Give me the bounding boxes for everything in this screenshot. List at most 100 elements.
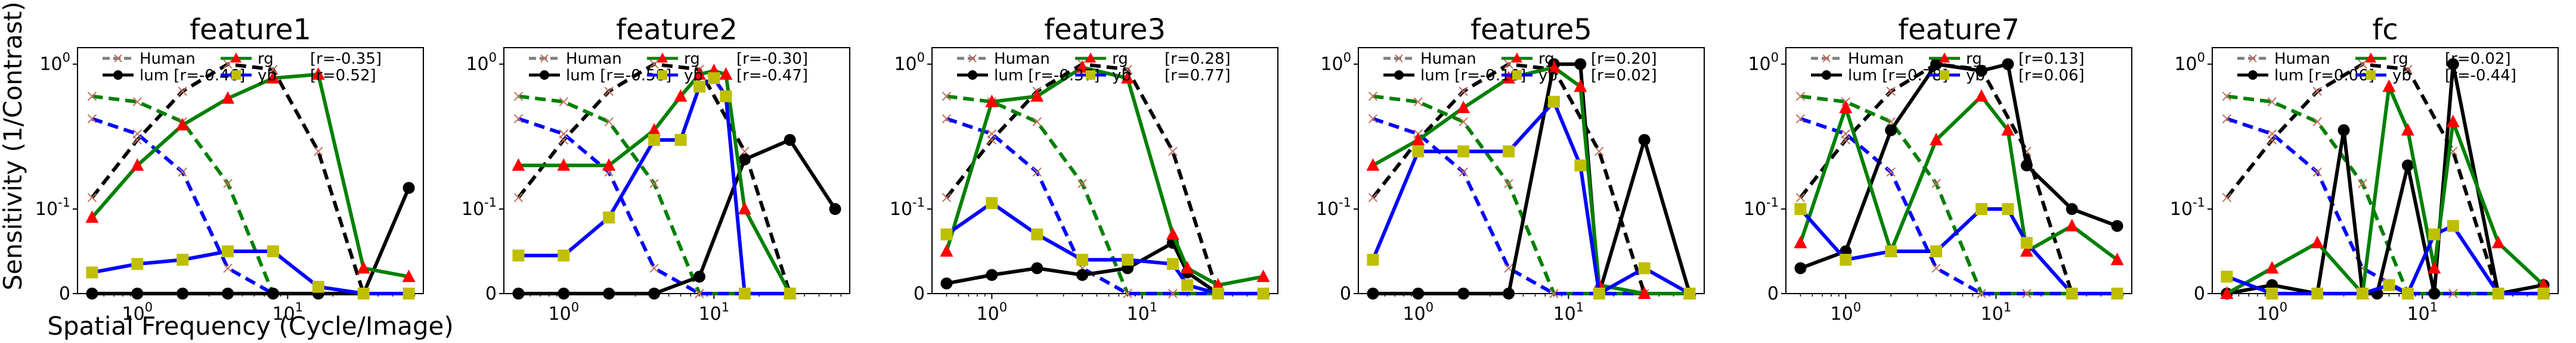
legend-label: Human (994, 50, 1050, 68)
human-x-marker (268, 64, 278, 74)
legend-marker (1086, 70, 1095, 80)
rg-point (131, 158, 144, 171)
human-x-marker (1504, 179, 1513, 188)
legend-human: Human (529, 50, 622, 68)
legend-label: Human (2274, 50, 2330, 68)
marker-stroke (132, 129, 143, 139)
lum-line (1373, 62, 1692, 295)
yb-point (1683, 288, 1696, 300)
yb-point (603, 211, 615, 224)
chart-title: feature7 (1898, 13, 2020, 46)
marker-stroke (1168, 289, 1178, 298)
rg-point (674, 89, 688, 102)
human-x-marker (1549, 289, 1559, 298)
marker-stroke (1459, 167, 1468, 177)
legend-rg: rg (1929, 50, 1982, 68)
lum-point (2401, 159, 2414, 172)
marker-stroke (2222, 114, 2232, 124)
legend-human: Human (1811, 50, 1904, 68)
chart-title: feature2 (616, 13, 738, 46)
legend-rg-r: [r=-0.35] (310, 50, 382, 68)
human-x-marker (1123, 289, 1132, 298)
yb-point (1166, 258, 1179, 270)
rg-point (719, 67, 733, 80)
lum-point (86, 288, 98, 300)
lum-point (2428, 288, 2441, 300)
marker-stroke (1078, 179, 1087, 188)
rg-point (1411, 132, 1425, 145)
marker-stroke (1504, 60, 1513, 69)
rg-point (266, 71, 280, 84)
marker-stroke (1368, 92, 1378, 101)
rg-point (985, 94, 999, 107)
marker-stroke (1886, 117, 1896, 127)
yb-point (1638, 262, 1651, 275)
legend-marker (1822, 70, 1831, 80)
human-x-marker (1795, 114, 1806, 124)
human-x-marker (604, 86, 614, 96)
rg-point (557, 158, 571, 171)
marker-stroke (2403, 64, 2413, 74)
human-x-marker (1368, 193, 1378, 202)
yb-point (738, 288, 751, 300)
lum-point (1574, 58, 1587, 70)
lum-point (940, 277, 953, 289)
rg-point (2220, 286, 2234, 299)
human-x-marker (649, 60, 659, 69)
rg-point (648, 123, 661, 136)
yb-point (784, 288, 796, 300)
rg-point (2428, 261, 2441, 274)
marker-stroke (87, 114, 97, 124)
human-yb-line (2226, 117, 2498, 295)
rg-point (357, 261, 370, 274)
marker-stroke (559, 129, 569, 139)
legend-human: Human (2237, 50, 2330, 68)
marker-stroke (1168, 146, 1178, 156)
legend-marker (1939, 52, 1950, 63)
rg-point (940, 244, 953, 257)
rg-line (91, 72, 410, 279)
rg-point (2001, 123, 2015, 136)
legend-human: Human (957, 50, 1050, 68)
lum-point (2337, 124, 2350, 136)
plot-frame (1785, 47, 2132, 294)
rg-point (738, 202, 751, 215)
human-x-marker (1931, 179, 1941, 188)
lum-point (402, 182, 415, 194)
y-tick-label: 0 (59, 283, 70, 304)
yb-point (1257, 288, 1270, 300)
human-x-marker (1977, 289, 1986, 298)
yb-point (222, 245, 234, 258)
rg-point (2311, 235, 2324, 248)
lum-point (131, 288, 144, 300)
yb-point (2492, 288, 2504, 300)
human-x-marker (1168, 289, 1178, 298)
rg-point (1974, 89, 1988, 102)
marker-stroke (649, 263, 659, 273)
legend-label: yb (2392, 67, 2411, 85)
marker-stroke (2267, 97, 2277, 107)
human-x-marker (649, 263, 659, 273)
x-tick-label: 101 (2407, 300, 2438, 325)
legend-rg: rg (647, 50, 700, 68)
lum-point (2002, 58, 2014, 70)
legend-yb-r: [r=0.77] (1165, 67, 1231, 85)
human-x-marker (1078, 179, 1087, 188)
rg-point (1457, 100, 1470, 113)
yb-point (2002, 203, 2014, 216)
human-x-marker (942, 193, 952, 202)
marker-stroke (1504, 263, 1513, 273)
rg-point (2446, 114, 2460, 127)
yb-point (1031, 228, 1044, 241)
legend-human: Human (103, 50, 196, 68)
lum-point (1794, 262, 1807, 275)
yb-point (1212, 288, 1224, 300)
yb-point (2266, 288, 2278, 300)
yb-point (2401, 288, 2414, 300)
human-x-marker (1886, 167, 1896, 177)
legend-yb-r: [r=-0.47] (736, 67, 808, 85)
x-tick-label: 101 (1127, 300, 1158, 325)
lum-line (2226, 62, 2544, 295)
